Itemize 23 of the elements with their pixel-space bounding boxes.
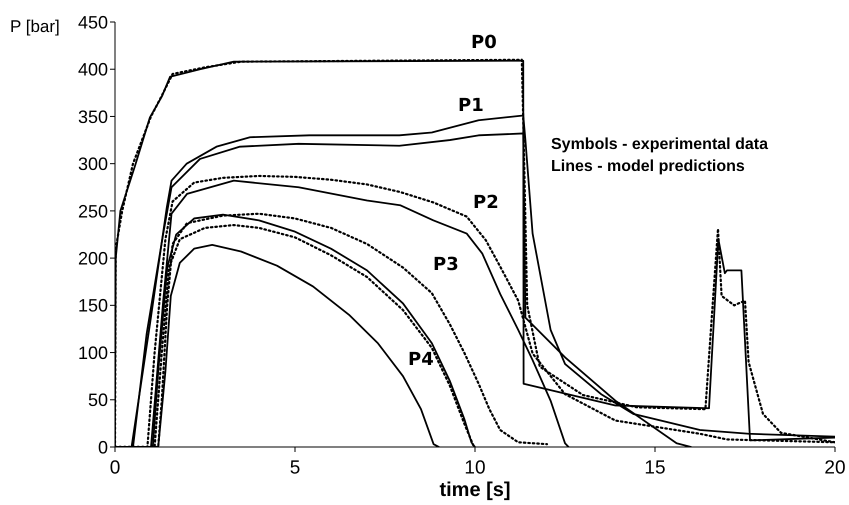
annotation: P1 (458, 95, 484, 116)
x-tick-label: 10 (464, 457, 486, 478)
x-tick-label: 20 (824, 457, 846, 478)
x-tick-label: 15 (644, 457, 666, 478)
y-axis-title: P [bar] (10, 17, 60, 36)
annotation: Lines - model predictions (551, 157, 746, 177)
y-tick-label: 150 (78, 296, 108, 316)
y-tick-label: 100 (78, 342, 108, 363)
y-tick-label: 0 (98, 437, 108, 458)
annotation: P2 (473, 192, 499, 213)
y-tick-label: 450 (78, 12, 108, 32)
y-tick-label: 250 (78, 201, 108, 222)
y-tick-label: 200 (78, 248, 108, 268)
y-tick-label: 50 (88, 390, 108, 410)
x-tick-label: 5 (290, 457, 300, 478)
x-axis-title: time [s] (439, 479, 511, 501)
y-tick-label: 400 (78, 60, 108, 80)
annotation: Symbols - experimental data (551, 135, 768, 155)
annotation: P3 (433, 254, 459, 275)
y-tick-label: 300 (78, 154, 108, 174)
annotation: P4 (408, 349, 434, 370)
y-tick-label: 350 (78, 106, 108, 127)
annotation: P0 (471, 32, 497, 53)
